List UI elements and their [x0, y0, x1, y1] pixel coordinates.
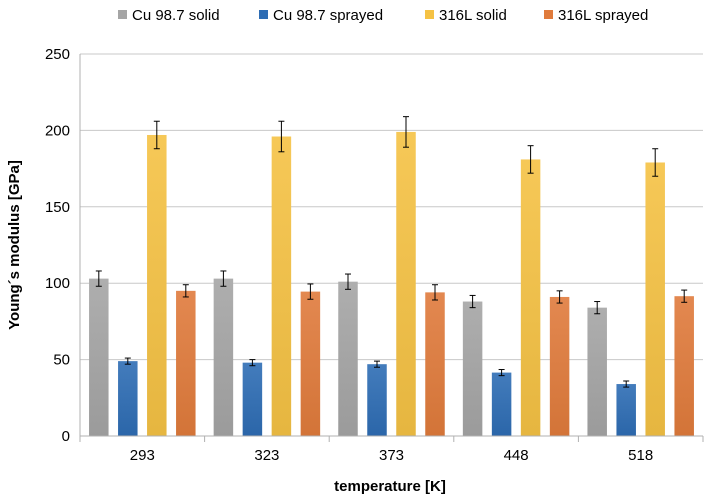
error-bar: [307, 283, 314, 300]
y-tick-label: 100: [45, 275, 70, 292]
error-bar: [556, 290, 563, 304]
axes: 0 50 100 150 200 250 293 323 373 448 518: [45, 46, 704, 464]
error-bar: [95, 270, 102, 287]
legend-item: 316L solid: [425, 7, 507, 24]
error-bar: [469, 294, 476, 309]
error-bars: [95, 116, 688, 388]
error-bar: [403, 116, 409, 148]
bar-cu-98-7-sprayed-293: [118, 361, 138, 436]
error-bar: [594, 301, 601, 315]
y-tick-label: 250: [45, 46, 70, 63]
error-bar: [623, 380, 630, 388]
error-bar: [432, 284, 438, 301]
bar-cu-98-7-sprayed-323: [242, 362, 263, 436]
bars: [89, 131, 694, 437]
error-bar: [182, 284, 189, 298]
x-tick-label: 448: [504, 447, 529, 464]
error-bar: [681, 289, 688, 303]
bar-316l-solid-448: [520, 159, 541, 436]
legend-item: Cu 98.7 solid: [118, 7, 220, 24]
bar-cu-98-7-solid-323: [213, 278, 234, 436]
error-bar: [652, 148, 659, 177]
error-bar: [527, 145, 534, 174]
bar-316l-solid-293: [147, 134, 167, 436]
legend-label: Cu 98.7 solid: [132, 7, 220, 24]
y-tick-label: 0: [62, 428, 70, 445]
bar-cu-98-7-sprayed-373: [367, 364, 387, 436]
gridlines: [80, 53, 703, 437]
error-bar: [153, 120, 160, 150]
legend-item: Cu 98.7 sprayed: [259, 7, 383, 24]
x-tick-label: 373: [379, 447, 404, 464]
legend-swatch: [118, 10, 127, 19]
bar-316l-sprayed-518: [674, 296, 694, 436]
legend-item: 316L sprayed: [544, 7, 648, 24]
legend-swatch: [544, 10, 553, 19]
legend-label: Cu 98.7 sprayed: [273, 7, 383, 24]
error-bar: [124, 357, 131, 365]
x-axis-title: temperature [K]: [334, 478, 446, 495]
legend-swatch: [259, 10, 268, 19]
error-bar: [278, 120, 285, 153]
bar-316l-sprayed-323: [300, 291, 321, 436]
y-tick-label: 150: [45, 199, 70, 216]
legend-label: 316L sprayed: [558, 7, 648, 24]
bar-cu-98-7-solid-448: [462, 301, 483, 436]
error-bar: [220, 270, 227, 287]
bar-cu-98-7-solid-373: [338, 281, 358, 436]
bar-316l-sprayed-293: [176, 290, 196, 436]
y-tick-label: 200: [45, 122, 70, 139]
x-tick-label: 323: [254, 447, 279, 464]
bar-cu-98-7-solid-518: [587, 307, 607, 436]
bar-cu-98-7-sprayed-448: [491, 372, 512, 436]
legend-label: 316L solid: [439, 7, 507, 24]
error-bar: [498, 369, 505, 377]
legend: Cu 98.7 solid Cu 98.7 sprayed 316L solid 31…: [118, 7, 648, 24]
legend-swatch: [425, 10, 434, 19]
error-bar: [249, 359, 256, 367]
x-tick-label: 518: [628, 447, 653, 464]
error-bar: [374, 360, 380, 368]
error-bar: [345, 273, 351, 290]
bar-316l-solid-323: [271, 136, 292, 436]
y-tick-label: 50: [53, 352, 70, 369]
bar-316l-sprayed-448: [549, 296, 570, 436]
bar-316l-sprayed-373: [425, 292, 445, 436]
bar-cu-98-7-sprayed-518: [616, 384, 636, 436]
y-axis-title: Young´s modulus [GPa]: [6, 160, 23, 330]
bar-316l-solid-518: [645, 162, 665, 436]
bar-cu-98-7-solid-293: [89, 278, 109, 436]
x-tick-label: 293: [130, 447, 155, 464]
bar-316l-solid-373: [396, 131, 416, 437]
